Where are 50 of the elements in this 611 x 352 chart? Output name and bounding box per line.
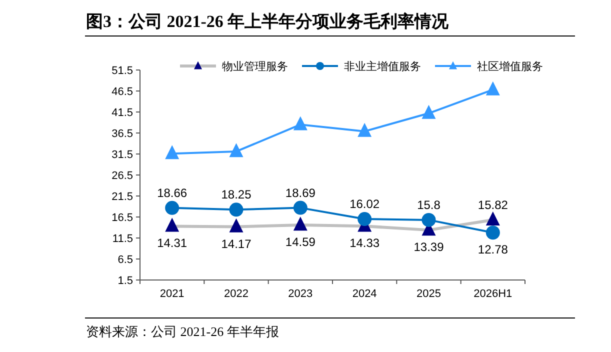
data-label: 16.02 [350,197,380,212]
point [229,143,244,158]
point [229,218,244,232]
chart-title: 图3：公司 2021-26 年上半年分项业务毛利率情况 [86,12,450,31]
data-label: 14.33 [350,236,380,250]
x-tick-label: 2026H1 [474,288,512,300]
y-tick-label: 36.5 [112,128,133,140]
data-label: 13.39 [414,240,444,254]
y-tick-label: 6.5 [118,254,133,266]
y-tick-label: 21.5 [112,191,133,203]
data-label: 18.25 [221,188,252,202]
data-label: 14.31 [157,236,188,250]
point [486,81,500,96]
point [422,212,436,227]
text: 资料来源：公司 2021-26 年半年报 [86,324,279,339]
data-label: 12.78 [478,242,508,257]
legend-label: 物业管理服务 [222,60,288,73]
x-tick-label: 2022 [224,288,248,300]
point [486,211,500,226]
point [165,218,180,232]
y-tick-label: 11.5 [112,233,133,245]
point [293,216,308,231]
point [165,145,180,160]
data-label: 15.82 [478,198,508,212]
legend-label: 社区增值服务 [477,60,543,73]
point [422,104,436,119]
data-label: 14.17 [221,236,252,251]
x-tick-label: 2023 [288,288,313,300]
y-tick-label: 26.5 [112,170,133,182]
point [293,200,308,215]
point [229,202,244,217]
point [358,212,372,226]
point [293,116,308,130]
point [165,200,180,215]
point [358,122,372,137]
y-tick-label: 46.5 [112,86,133,98]
y-tick-label: 41.5 [112,107,133,119]
y-tick-label: 51.5 [112,65,133,77]
data-label: 18.69 [285,186,316,200]
y-tick-label: 1.5 [118,275,133,287]
data-label: 15.8 [417,198,441,212]
x-tick-label: 2024 [352,288,377,300]
point [486,226,500,240]
data-label: 18.66 [157,186,188,200]
y-tick-label: 31.5 [112,149,133,161]
x-tick-label: 2021 [160,288,184,300]
legend-label: 非业主增值服务 [344,60,421,73]
y-tick-label: 16.5 [112,212,133,224]
data-label: 14.59 [285,235,316,250]
x-tick-label: 2025 [416,288,441,300]
